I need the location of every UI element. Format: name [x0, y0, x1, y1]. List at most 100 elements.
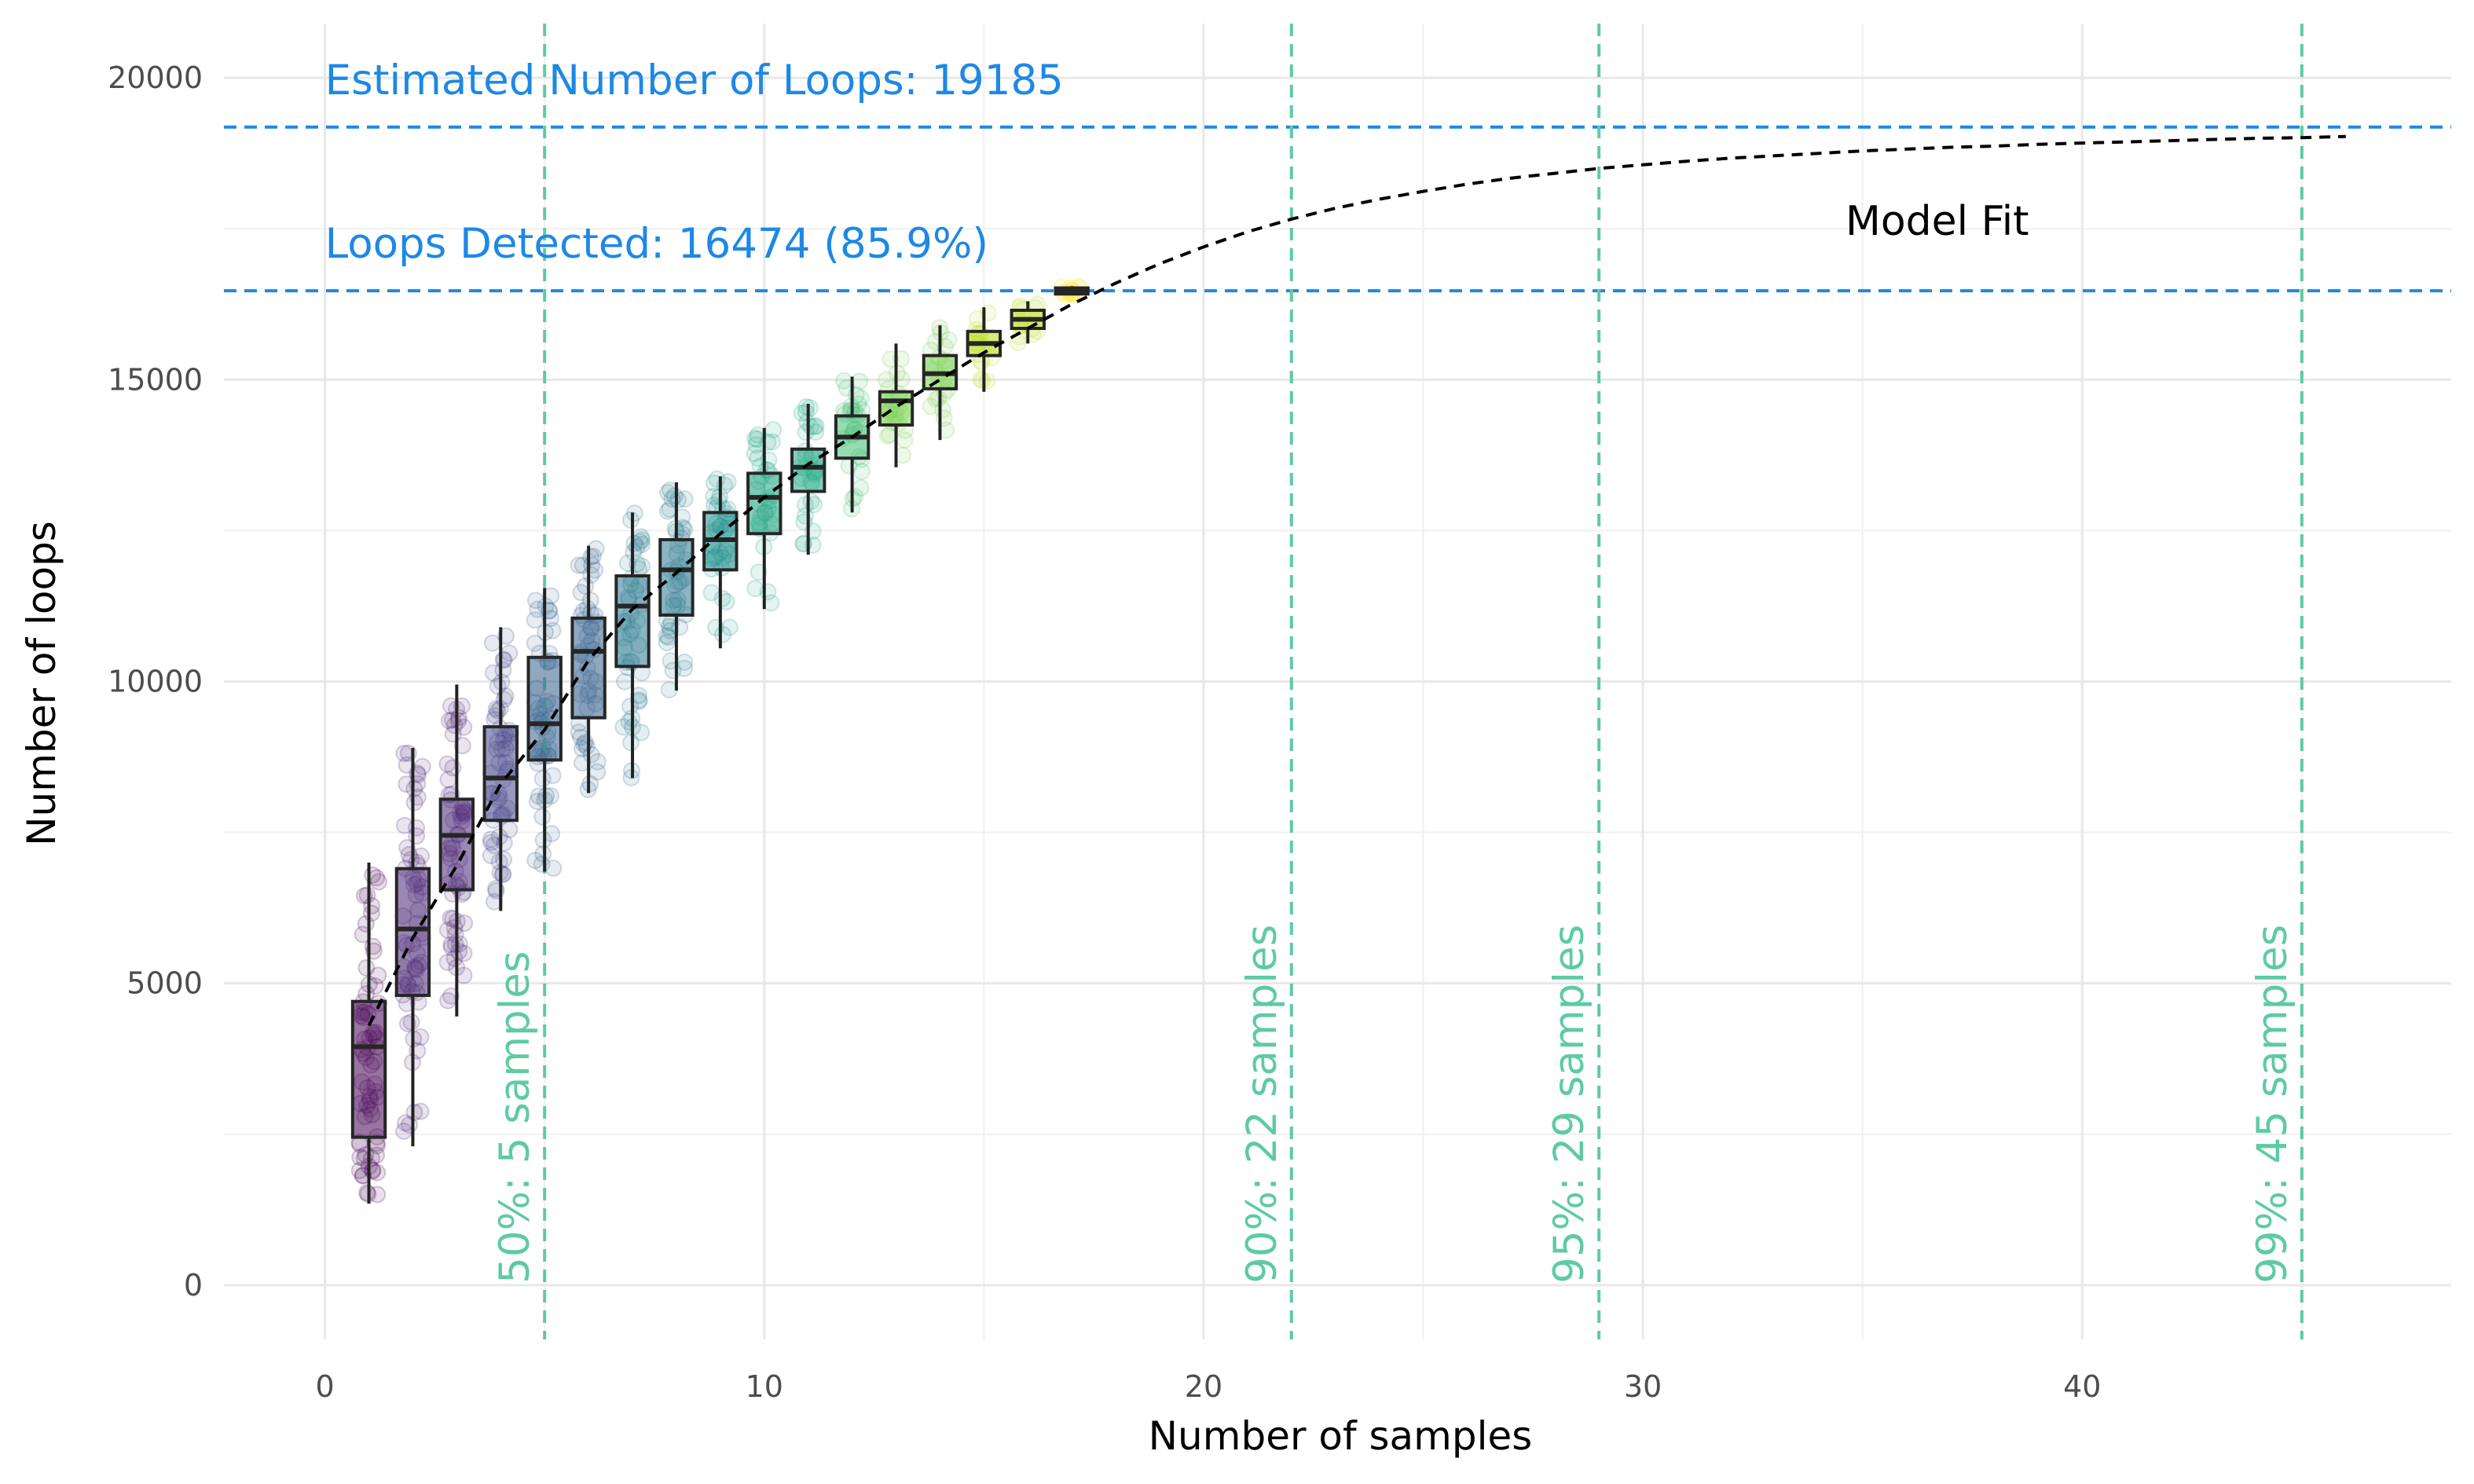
box-body	[438, 797, 475, 892]
jitter-point	[746, 580, 764, 598]
jitter-point	[398, 839, 416, 857]
jitter-point	[714, 625, 732, 643]
jitter-point	[438, 755, 456, 773]
jitter-point	[574, 556, 592, 574]
jitter-point	[702, 584, 720, 602]
jitter-point	[937, 421, 955, 439]
jitter-point	[533, 855, 551, 873]
jitter-point	[922, 398, 940, 416]
jitter-point	[358, 1184, 376, 1202]
jitter-point	[482, 846, 500, 864]
boxplots	[350, 286, 1090, 1204]
jitter-point	[482, 834, 500, 852]
x-tick-label: 30	[1624, 1369, 1662, 1404]
jitter-point	[354, 1167, 372, 1185]
jitter-point	[544, 621, 562, 639]
x-tick-label: 0	[316, 1369, 335, 1404]
jitter-point	[442, 697, 460, 715]
box-6	[570, 545, 607, 793]
jitter-point	[797, 398, 816, 416]
jitter-point	[438, 921, 456, 939]
vline-label-2: 95%: 29 samples	[1545, 925, 1593, 1284]
y-tick-label: 20000	[108, 60, 203, 95]
hline-label-1: Loops Detected: 16474 (85.9%)	[325, 220, 988, 268]
jitter-point	[805, 417, 823, 435]
vline-label-0: 50%: 5 samples	[491, 951, 539, 1283]
y-tick-label: 10000	[108, 665, 203, 699]
jitter-point	[622, 511, 640, 529]
jitter-point	[763, 433, 781, 451]
box-body	[746, 471, 783, 536]
jitter-point	[364, 866, 382, 884]
jitter-point	[717, 592, 735, 610]
jitter-point	[482, 830, 500, 848]
jitter-point	[577, 734, 595, 752]
jitter-point	[500, 644, 519, 662]
jitter-point	[369, 966, 387, 984]
jitter-point	[368, 1185, 387, 1204]
jitter-point	[405, 793, 423, 812]
jitter-point	[449, 712, 467, 730]
jitter-point	[354, 1167, 372, 1185]
jitter-point	[709, 492, 728, 510]
jitter-point	[746, 445, 764, 463]
box-body	[878, 390, 914, 427]
jitter-point	[633, 535, 651, 553]
y-axis-title: Number of loops	[19, 521, 64, 846]
box-body	[394, 867, 431, 998]
jitter-point	[445, 716, 464, 735]
jitter-point	[705, 474, 723, 492]
box-17	[1054, 286, 1090, 296]
jitter-point	[368, 1137, 387, 1155]
jitter-point	[662, 621, 680, 639]
jitter-point	[747, 436, 765, 454]
jitter-point	[442, 909, 460, 927]
jitter-point	[453, 737, 471, 755]
jitter-point	[625, 504, 643, 522]
vline-label-1: 90%: 22 samples	[1238, 925, 1286, 1284]
y-tick-label: 0	[184, 1268, 203, 1303]
jitter-point	[533, 770, 552, 788]
jitter-point	[621, 698, 640, 716]
jitter-point	[445, 918, 464, 936]
jitter-point	[354, 925, 372, 944]
x-axis-title: Number of samples	[1149, 1413, 1533, 1459]
jitter-point	[588, 763, 607, 781]
jitter-point	[835, 372, 853, 390]
box-2	[394, 748, 431, 1147]
jitter-point	[625, 534, 643, 552]
jitter-point	[572, 584, 590, 602]
jitter-point	[450, 942, 468, 960]
jitter-point	[530, 787, 548, 805]
jitter-point	[673, 508, 691, 526]
vline-label-3: 99%: 45 samples	[2249, 925, 2296, 1284]
x-tick-label: 10	[746, 1369, 783, 1404]
jitter-point	[577, 738, 596, 756]
jitter-point	[630, 687, 648, 705]
jitter-point	[881, 350, 900, 368]
jitter-point	[493, 865, 511, 883]
jitter-point	[495, 834, 513, 852]
jitter-point	[489, 677, 507, 695]
box-9	[702, 476, 739, 649]
x-axis-ticks: 0 10 20 30 40	[316, 1369, 2102, 1404]
jitter-point	[455, 966, 473, 984]
jitter-point	[852, 389, 870, 407]
jitter-point	[449, 709, 467, 727]
jitter-point	[541, 610, 559, 628]
jitter-point	[570, 556, 588, 574]
jitter-point	[542, 787, 560, 805]
jitter-point	[972, 371, 990, 389]
jitter-point	[408, 819, 426, 837]
jitter-point	[570, 723, 588, 741]
jitter-point	[582, 548, 600, 566]
horizontal-reference-lines	[224, 125, 2451, 293]
jitter-point	[633, 531, 651, 549]
annotations: Estimated Number of Loops: 19185 Loops De…	[325, 57, 2296, 1284]
jitter-point	[369, 873, 387, 891]
jitter-point	[797, 403, 815, 421]
hline-label-0: Estimated Number of Loops: 19185	[325, 57, 1064, 104]
jitter-point	[615, 672, 633, 691]
jitter-point	[442, 936, 460, 954]
jitter-point	[442, 987, 460, 1005]
